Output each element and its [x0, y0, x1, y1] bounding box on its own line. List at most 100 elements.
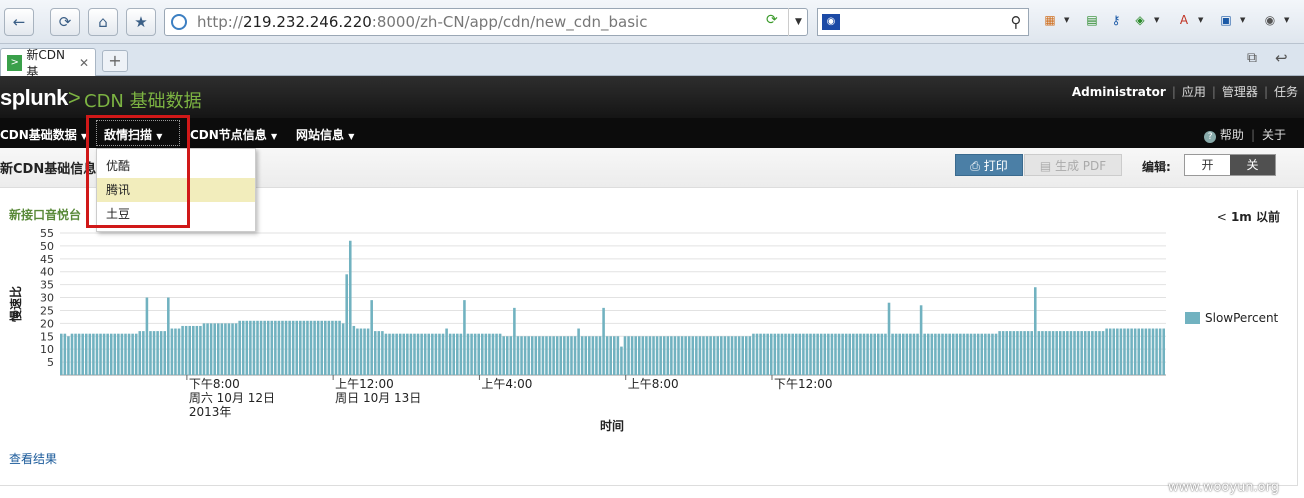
bar: [951, 333, 955, 375]
bar: [648, 336, 652, 375]
bar: [163, 331, 167, 375]
manager-link[interactable]: 管理器: [1221, 85, 1258, 99]
nav-focus-outline: [96, 120, 180, 146]
jobs-link[interactable]: 任务: [1273, 85, 1298, 99]
nav-item-site-info[interactable]: 网站信息 ▼: [296, 126, 354, 143]
toggle-off[interactable]: 关: [1230, 155, 1275, 175]
nav-item-cdn-node[interactable]: CDN节点信息 ▼: [190, 126, 277, 143]
bar: [477, 333, 480, 375]
tab-active[interactable]: > 新CDN基 ✕: [0, 48, 96, 79]
bar: [894, 333, 898, 375]
bar: [167, 297, 170, 375]
legend-label: SlowPercent: [1205, 311, 1279, 325]
address-bar[interactable]: http://219.232.246.220:8000/zh-CN/app/cd…: [164, 8, 808, 36]
help-icon[interactable]: ?: [1204, 131, 1217, 143]
chevron-down-icon: ▼: [348, 132, 355, 141]
url-dropdown-icon[interactable]: ▼: [788, 8, 808, 36]
close-icon[interactable]: ✕: [78, 55, 89, 70]
bar: [630, 336, 634, 375]
apps-icon[interactable]: ▦: [1044, 13, 1056, 27]
chevron-down-icon: ▼: [271, 132, 278, 141]
apps-caret-icon[interactable]: ▼: [1064, 16, 1070, 24]
bar: [84, 333, 88, 375]
bar: [723, 336, 727, 375]
bar: [1126, 328, 1130, 375]
key-icon[interactable]: ⚷: [1111, 13, 1121, 27]
undo-arrow-icon[interactable]: ↩: [1275, 49, 1288, 67]
bar: [830, 333, 834, 375]
bar: [1158, 328, 1162, 375]
shield-icon[interactable]: ◈: [1135, 13, 1145, 27]
bar: [1130, 328, 1133, 375]
bar: [106, 333, 109, 375]
screenshot-icon[interactable]: ▣: [1220, 13, 1232, 27]
x-tick-label: 下午8:00: [189, 377, 240, 391]
print-label: 打印: [983, 159, 1008, 173]
bar: [852, 333, 855, 375]
bar: [591, 336, 595, 375]
nav-item-enemy-scan[interactable]: 敌情扫描 ▼: [104, 126, 162, 143]
bar: [370, 300, 373, 375]
bar: [102, 333, 106, 375]
bar: [1066, 331, 1069, 375]
bar: [716, 336, 720, 375]
search-icon[interactable]: ⚲: [1010, 13, 1022, 31]
bar: [687, 336, 691, 375]
compat-refresh-icon[interactable]: ⟳: [766, 12, 778, 28]
search-input[interactable]: ◉: [817, 8, 1029, 36]
dropdown-item-tudou[interactable]: 土豆: [106, 207, 131, 221]
gamepad-caret-icon[interactable]: ▼: [1284, 16, 1290, 24]
shield-caret-icon[interactable]: ▼: [1154, 16, 1160, 24]
edit-toggle[interactable]: 开 关: [1184, 154, 1276, 176]
bar: [869, 333, 873, 375]
bar: [70, 333, 74, 375]
translate-icon[interactable]: A: [1179, 13, 1189, 27]
bar: [909, 333, 912, 375]
bar: [1119, 328, 1123, 375]
nav-item-cdn-basic[interactable]: CDN基础数据 ▼: [0, 126, 87, 143]
restore-tabs-icon[interactable]: ⧉: [1247, 50, 1257, 66]
splunk-logo[interactable]: splunk>: [0, 85, 81, 111]
bar: [727, 336, 730, 375]
reload-button[interactable]: ⟳: [50, 8, 80, 36]
time-ago-value: 1m 以前: [1230, 210, 1280, 224]
toggle-on[interactable]: 开: [1185, 155, 1230, 175]
bar: [209, 323, 213, 375]
bar: [149, 331, 152, 375]
y-tick-label: 5: [47, 356, 54, 369]
bar: [134, 333, 138, 375]
translate-caret-icon[interactable]: ▼: [1198, 16, 1204, 24]
bar: [74, 333, 77, 375]
about-link[interactable]: 关于: [1261, 128, 1286, 142]
bar: [623, 336, 627, 375]
bar: [944, 333, 948, 375]
screenshot-caret-icon[interactable]: ▼: [1240, 16, 1246, 24]
y-tick-label: 30: [40, 292, 54, 305]
bar: [573, 336, 577, 375]
bar: [834, 333, 837, 375]
help-link[interactable]: 帮助: [1219, 128, 1244, 142]
back-button[interactable]: ←: [4, 8, 34, 36]
bar: [670, 336, 673, 375]
nav-label: 敌情扫描: [104, 128, 153, 142]
bar: [263, 320, 266, 375]
bar: [409, 333, 413, 375]
gamepad-icon[interactable]: ◉: [1264, 13, 1276, 27]
film-icon[interactable]: ▤: [1086, 13, 1098, 27]
bar: [348, 240, 352, 375]
print-button[interactable]: ⎙ 打印: [955, 154, 1023, 176]
home-button[interactable]: ⌂: [88, 8, 118, 36]
dropdown-item-tencent[interactable]: 腾讯: [97, 178, 255, 202]
user-name[interactable]: Administrator: [1071, 85, 1166, 99]
new-tab-button[interactable]: +: [102, 50, 128, 72]
apps-link[interactable]: 应用: [1181, 85, 1206, 99]
nav-right: ? 帮助 | 关于: [1204, 126, 1286, 143]
bar: [484, 333, 488, 375]
dropdown-item-youku[interactable]: 优酷: [106, 159, 131, 173]
view-results-link[interactable]: 查看结果: [9, 452, 58, 466]
bar: [391, 333, 395, 375]
pdf-button[interactable]: ▤ 生成 PDF: [1024, 154, 1122, 176]
bookmark-button[interactable]: ★: [126, 8, 156, 36]
bar: [1094, 331, 1098, 375]
bar: [227, 323, 231, 375]
